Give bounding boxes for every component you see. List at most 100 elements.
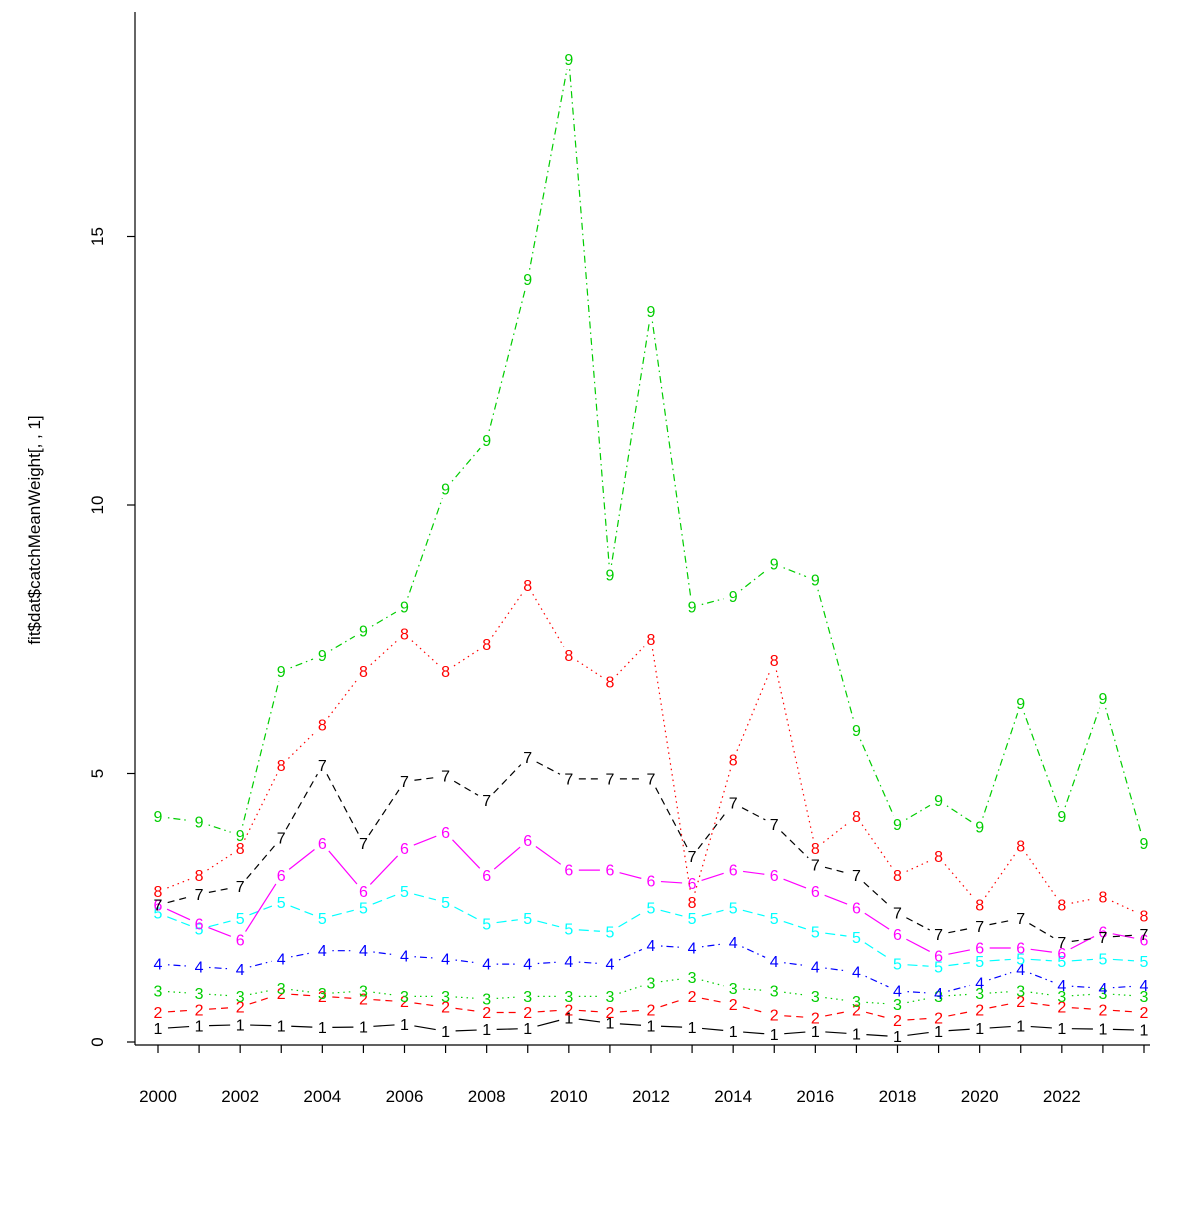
svg-text:3: 3 [482,992,491,1009]
svg-text:1: 1 [729,1024,738,1041]
svg-text:8: 8 [1098,890,1107,907]
svg-text:2010: 2010 [550,1087,588,1106]
svg-text:5: 5 [318,911,327,928]
svg-text:1: 1 [1057,1021,1066,1038]
svg-text:2012: 2012 [632,1087,670,1106]
svg-text:5: 5 [88,769,107,778]
svg-text:2000: 2000 [139,1087,177,1106]
svg-text:7: 7 [688,849,697,866]
svg-text:4: 4 [195,959,204,976]
svg-text:3: 3 [688,970,697,987]
svg-text:5: 5 [236,911,245,928]
svg-text:1: 1 [318,1020,327,1037]
svg-text:9: 9 [236,828,245,845]
svg-text:9: 9 [975,820,984,837]
svg-text:2: 2 [729,997,738,1014]
svg-text:3: 3 [441,989,450,1006]
svg-text:8: 8 [318,718,327,735]
svg-text:1: 1 [441,1024,450,1041]
svg-text:7: 7 [852,868,861,885]
svg-text:4: 4 [729,935,738,952]
svg-text:8: 8 [1057,898,1066,915]
svg-text:1: 1 [893,1029,902,1046]
svg-text:7: 7 [770,817,779,834]
svg-text:2: 2 [195,1002,204,1019]
svg-text:1: 1 [195,1018,204,1035]
svg-text:9: 9 [1140,836,1149,853]
svg-text:8: 8 [523,578,532,595]
svg-text:3: 3 [647,975,656,992]
svg-text:5: 5 [1098,951,1107,968]
svg-text:2: 2 [688,989,697,1006]
svg-text:2: 2 [811,1010,820,1027]
svg-text:4: 4 [647,938,656,955]
svg-text:9: 9 [359,624,368,641]
svg-text:9: 9 [893,817,902,834]
svg-text:8: 8 [400,626,409,643]
svg-text:8: 8 [359,664,368,681]
svg-text:9: 9 [318,648,327,665]
svg-text:4: 4 [852,965,861,982]
svg-text:9: 9 [1057,809,1066,826]
svg-text:1: 1 [688,1020,697,1037]
svg-text:4: 4 [811,959,820,976]
svg-text:7: 7 [975,919,984,936]
svg-text:9: 9 [154,809,163,826]
svg-text:9: 9 [482,433,491,450]
svg-text:7: 7 [277,830,286,847]
svg-text:1: 1 [277,1018,286,1035]
svg-text:4: 4 [318,943,327,960]
svg-text:4: 4 [236,962,245,979]
svg-text:1: 1 [975,1021,984,1038]
svg-text:2008: 2008 [468,1087,506,1106]
svg-text:2: 2 [605,1005,614,1022]
svg-text:7: 7 [934,927,943,944]
svg-text:4: 4 [770,954,779,971]
svg-text:6: 6 [647,873,656,890]
svg-text:6: 6 [359,884,368,901]
svg-text:1: 1 [647,1018,656,1035]
svg-text:6: 6 [564,863,573,880]
svg-text:7: 7 [400,774,409,791]
svg-text:9: 9 [729,589,738,606]
svg-text:4: 4 [482,957,491,974]
svg-text:6: 6 [1016,941,1025,958]
svg-text:5: 5 [893,957,902,974]
svg-text:6: 6 [729,863,738,880]
svg-text:8: 8 [605,675,614,692]
svg-text:3: 3 [811,989,820,1006]
svg-text:2: 2 [770,1008,779,1025]
svg-text:4: 4 [605,957,614,974]
svg-text:8: 8 [934,849,943,866]
svg-text:5: 5 [852,930,861,947]
svg-text:9: 9 [564,52,573,69]
svg-text:3: 3 [154,983,163,1000]
svg-text:7: 7 [893,906,902,923]
svg-text:4: 4 [688,941,697,958]
svg-text:1: 1 [400,1017,409,1034]
svg-text:8: 8 [811,841,820,858]
svg-text:8: 8 [482,637,491,654]
svg-text:5: 5 [441,895,450,912]
y-axis-title: fit$dat$catchMeanWeight[, , 1] [25,415,45,644]
svg-text:6: 6 [236,932,245,949]
svg-text:9: 9 [523,272,532,289]
svg-text:2: 2 [1098,1002,1107,1019]
svg-text:3: 3 [195,986,204,1003]
svg-text:2016: 2016 [796,1087,834,1106]
svg-text:7: 7 [1057,935,1066,952]
svg-text:3: 3 [564,989,573,1006]
svg-text:5: 5 [1140,954,1149,971]
svg-text:9: 9 [400,600,409,617]
svg-text:7: 7 [195,887,204,904]
svg-text:3: 3 [729,981,738,998]
svg-text:8: 8 [564,648,573,665]
svg-text:9: 9 [770,557,779,574]
svg-text:6: 6 [277,868,286,885]
svg-text:2: 2 [523,1005,532,1022]
svg-text:8: 8 [729,753,738,770]
